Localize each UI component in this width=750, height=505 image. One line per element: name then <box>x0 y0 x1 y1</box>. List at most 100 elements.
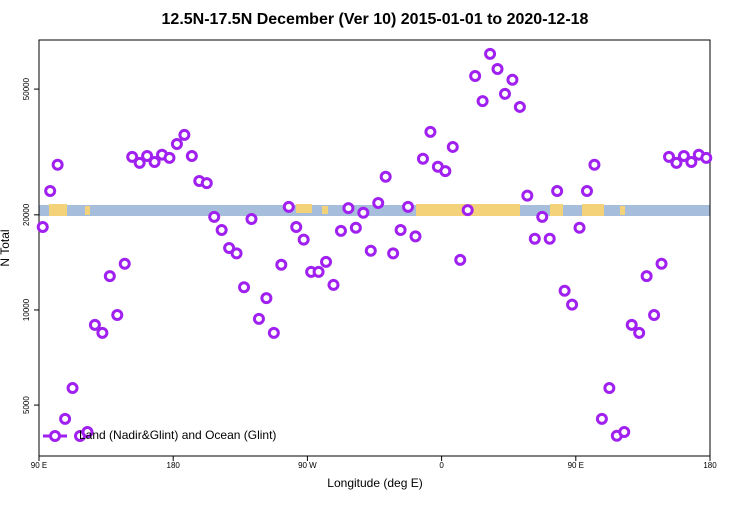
point <box>588 158 601 171</box>
x-tick-label: 0 <box>439 461 444 470</box>
x-tick-label: 180 <box>167 461 181 470</box>
point <box>88 318 101 331</box>
point <box>320 255 333 268</box>
point <box>245 213 258 226</box>
point <box>476 95 489 108</box>
point <box>275 258 288 271</box>
point <box>66 382 79 395</box>
point <box>223 242 236 255</box>
point <box>484 47 497 60</box>
point <box>96 326 109 339</box>
point <box>267 326 280 339</box>
point <box>387 247 400 260</box>
point <box>230 247 243 260</box>
point <box>36 221 49 234</box>
x-tick-label: 180 <box>703 461 717 470</box>
point <box>200 177 213 190</box>
point <box>44 184 57 197</box>
point <box>357 206 370 219</box>
point <box>402 200 415 213</box>
point <box>528 232 541 245</box>
point <box>178 128 191 141</box>
legend-label: Land (Nadir&Glint) and Ocean (Glint) <box>79 428 276 442</box>
point <box>648 308 661 321</box>
point <box>141 150 154 163</box>
chart-title: 12.5N-17.5N December (Ver 10) 2015-01-01… <box>162 11 589 28</box>
point <box>409 230 422 243</box>
point <box>580 184 593 197</box>
plot-frame <box>38 39 711 457</box>
point <box>506 73 519 86</box>
point <box>640 270 653 283</box>
point <box>469 70 482 83</box>
point <box>655 257 668 270</box>
point <box>208 210 221 223</box>
point <box>618 425 631 438</box>
point <box>454 253 467 266</box>
point <box>670 156 683 169</box>
point <box>148 155 161 168</box>
point <box>521 189 534 202</box>
point <box>536 210 549 223</box>
x-tick-label: 90 W <box>298 461 317 470</box>
y-tick-label: 10000 <box>22 298 31 321</box>
point <box>573 221 586 234</box>
point <box>491 62 504 75</box>
point <box>543 232 556 245</box>
point <box>700 151 713 164</box>
point <box>662 150 675 163</box>
point <box>81 425 94 438</box>
point <box>379 170 392 183</box>
point <box>215 224 228 237</box>
x-axis-label: Longitude (deg E) <box>327 476 422 490</box>
point <box>327 278 340 291</box>
point <box>603 382 616 395</box>
point <box>625 318 638 331</box>
point <box>51 158 64 171</box>
point <box>349 221 362 234</box>
point <box>566 298 579 311</box>
y-tick-label: 50000 <box>22 77 31 100</box>
point <box>312 265 325 278</box>
point <box>334 224 347 237</box>
point <box>252 312 265 325</box>
point <box>290 221 303 234</box>
point <box>185 150 198 163</box>
point <box>133 156 146 169</box>
point <box>677 150 690 163</box>
point <box>170 138 183 151</box>
point <box>394 224 407 237</box>
y-tick-label: 20000 <box>22 203 31 226</box>
point <box>685 155 698 168</box>
legend-marker <box>49 430 61 442</box>
x-tick-label: 90 E <box>31 461 47 470</box>
point <box>364 244 377 257</box>
point <box>342 202 355 215</box>
point <box>297 233 310 246</box>
y-axis-label: N Total <box>0 229 12 266</box>
point <box>595 412 608 425</box>
point <box>260 292 273 305</box>
point <box>111 308 124 321</box>
point <box>416 152 429 165</box>
y-tick-label: 5000 <box>22 396 31 414</box>
point <box>163 151 176 164</box>
point <box>633 326 646 339</box>
point <box>103 270 116 283</box>
point <box>498 87 511 100</box>
point <box>461 204 474 217</box>
point <box>126 150 139 163</box>
point <box>439 165 452 178</box>
point <box>446 140 459 153</box>
point <box>558 284 571 297</box>
point <box>513 100 526 113</box>
x-tick-label: 90 E <box>568 461 584 470</box>
point <box>238 281 251 294</box>
point <box>282 200 295 213</box>
point <box>372 197 385 210</box>
point <box>551 184 564 197</box>
point <box>424 125 437 138</box>
point <box>118 257 131 270</box>
point <box>59 412 72 425</box>
